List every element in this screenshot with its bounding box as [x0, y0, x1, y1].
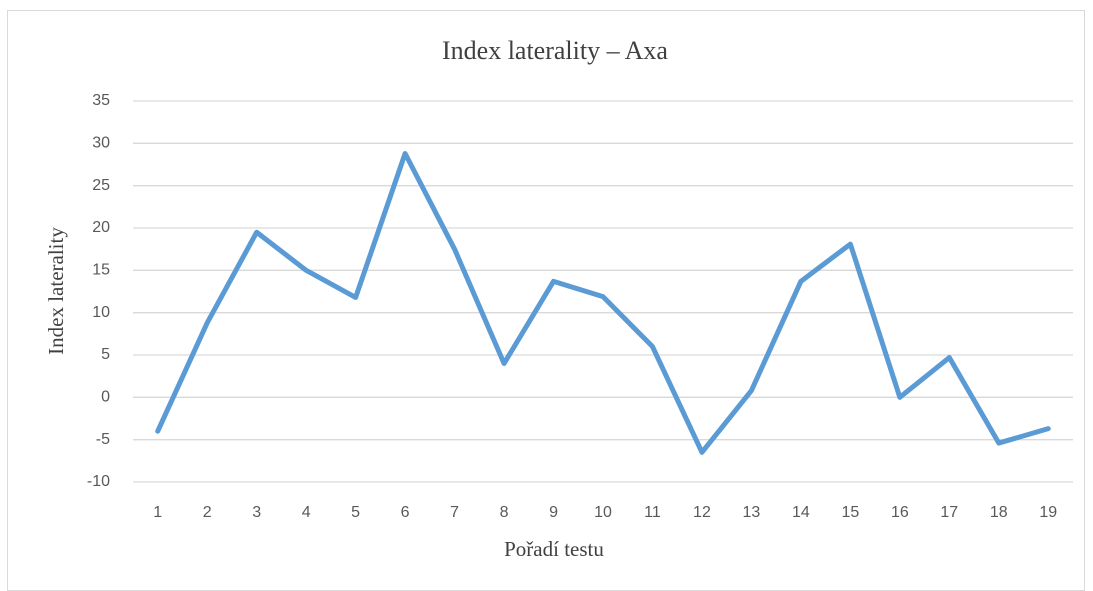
x-tick-label: 3 — [252, 504, 261, 521]
y-tick-label: 25 — [92, 177, 110, 194]
y-tick-label: 30 — [92, 135, 110, 152]
chart-border — [7, 10, 1085, 591]
x-tick-label: 16 — [891, 504, 909, 521]
y-tick-label: 35 — [92, 92, 110, 109]
x-tick-label: 13 — [743, 504, 761, 521]
data-line — [155, 150, 1051, 455]
x-tick-label: 9 — [549, 504, 558, 521]
x-tick-label: 18 — [990, 504, 1008, 521]
chart-title: Index laterality – Axa — [442, 36, 668, 65]
x-tick-label: 6 — [401, 504, 410, 521]
y-tick-label: 0 — [101, 389, 110, 406]
x-tick-label: 10 — [594, 504, 612, 521]
x-tick-label: 17 — [940, 504, 958, 521]
x-tick-label: 12 — [693, 504, 711, 521]
x-tick-label: 4 — [302, 504, 311, 521]
x-tick-label: 19 — [1039, 504, 1057, 521]
x-axis-label: Pořadí testu — [504, 537, 604, 561]
x-tick-label: 7 — [450, 504, 459, 521]
x-tick-label: 2 — [203, 504, 212, 521]
y-axis-label: Index laterality — [44, 227, 68, 355]
x-tick-label: 14 — [792, 504, 810, 521]
x-tick-label: 1 — [153, 504, 162, 521]
y-tick-label: -5 — [96, 431, 110, 448]
x-tick-label: 5 — [351, 504, 360, 521]
y-tick-label: -10 — [87, 473, 110, 490]
y-tick-label: 20 — [92, 219, 110, 236]
x-tick-label: 11 — [644, 504, 661, 521]
y-tick-label: 15 — [92, 262, 110, 279]
y-tick-label: 5 — [101, 346, 110, 363]
x-tick-label: 8 — [500, 504, 509, 521]
x-tick-label: 15 — [841, 504, 859, 521]
y-tick-label: 10 — [92, 304, 110, 321]
